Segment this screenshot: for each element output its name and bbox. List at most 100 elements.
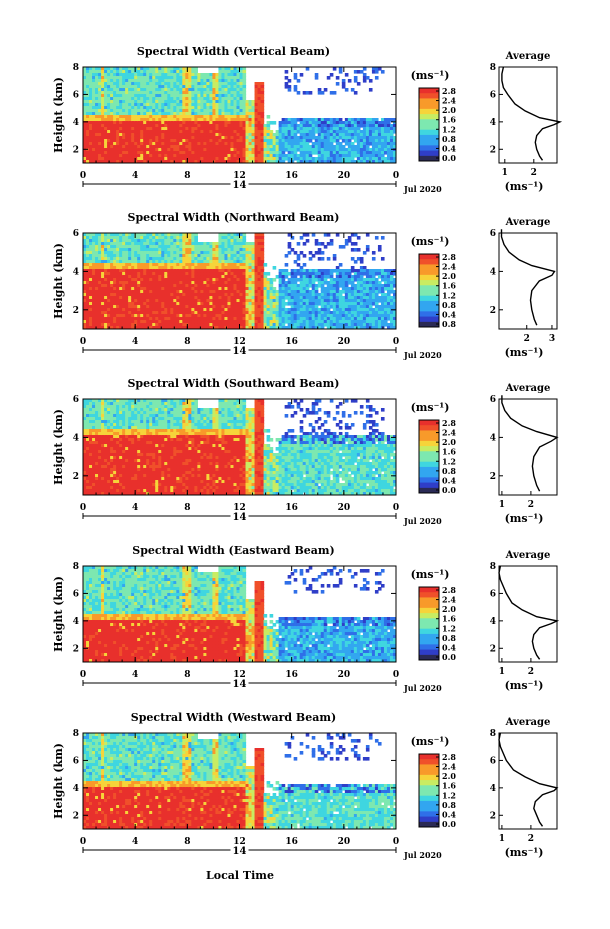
heatmap-cell (323, 305, 328, 309)
heatmap-cell (305, 323, 310, 327)
heatmap-cell (287, 323, 292, 327)
heatmap-cell (266, 287, 271, 291)
heatmap-cell (371, 127, 376, 131)
heatmap-cell (86, 299, 90, 303)
heatmap-cell (122, 124, 126, 128)
heatmap-cell (380, 154, 385, 158)
heatmap-cell (92, 88, 96, 92)
heatmap-cell (107, 281, 111, 285)
heatmap-cell (176, 287, 180, 291)
heatmap-cell (281, 293, 286, 297)
heatmap-cell (299, 269, 304, 273)
heatmap-cell (260, 85, 265, 89)
heatmap-cell (263, 145, 268, 149)
heatmap-cell (92, 323, 96, 327)
heatmap-cell (257, 302, 262, 306)
heatmap-cell (95, 88, 99, 92)
heatmap-cell (239, 299, 244, 303)
heatmap-cell (134, 139, 138, 143)
heatmap-cell (98, 248, 102, 252)
heatmap-cell (209, 127, 214, 131)
heatmap-cell (101, 281, 105, 285)
heatmap-cell (338, 160, 343, 163)
heatmap-cell (245, 311, 250, 315)
heatmap-cell (113, 115, 117, 119)
heatmap-cell (326, 299, 331, 303)
heatmap-cell (254, 257, 259, 261)
heatmap-cell (176, 257, 180, 261)
heatmap-cell (284, 118, 289, 122)
heatmap-cell (239, 76, 244, 80)
heatmap-cell (266, 151, 271, 155)
heatmap-cell (173, 314, 177, 318)
heatmap-cell (338, 124, 343, 128)
heatmap-cell (95, 151, 99, 155)
heatmap-cell (257, 266, 262, 270)
heatmap-cell (371, 121, 376, 125)
heatmap-cell (233, 88, 238, 92)
heatmap-cell (182, 82, 186, 86)
heatmap-cell (278, 157, 283, 161)
heatmap-cell (170, 160, 174, 163)
heatmap-cell (167, 127, 171, 131)
heatmap-cell (194, 266, 198, 270)
heatmap-cell (329, 136, 334, 140)
heatmap-cell (203, 284, 207, 288)
heatmap-cell (95, 323, 99, 327)
heatmap-cell (83, 284, 87, 288)
heatmap-cell (242, 323, 247, 327)
heatmap-cell (134, 76, 138, 80)
heatmap-cell (122, 320, 126, 324)
heatmap-cell (197, 275, 201, 279)
heatmap-cell (233, 272, 238, 276)
heatmap-cell (131, 124, 135, 128)
heatmap-cell (158, 88, 162, 92)
heatmap-cell (215, 97, 220, 101)
heatmap-cell (194, 311, 198, 315)
heatmap-cell (107, 257, 111, 261)
heatmap-cell (242, 320, 247, 324)
heatmap-cell (218, 148, 223, 152)
heatmap-cell (104, 145, 108, 149)
heatmap-cell (122, 112, 126, 116)
heatmap-cell (287, 154, 292, 158)
heatmap-cell (104, 260, 108, 264)
heatmap-cell (212, 91, 217, 95)
heatmap-cell (146, 67, 150, 71)
heatmap-cell (164, 115, 168, 119)
heatmap-cell (287, 121, 292, 125)
heatmap-cell (215, 85, 220, 89)
heatmap-cell (275, 160, 280, 163)
heatmap-cell (266, 142, 271, 146)
heatmap-cell (257, 127, 262, 131)
heatmap-cell (164, 281, 168, 285)
heatmap-cell (173, 317, 177, 321)
heatmap-cell (347, 133, 352, 137)
heatmap-cell (218, 157, 223, 161)
heatmap-cell (323, 145, 328, 149)
heatmap-cell (176, 103, 180, 107)
heatmap-cell (152, 151, 156, 155)
heatmap-cell (251, 254, 256, 258)
heatmap-cell (146, 263, 150, 267)
heatmap-cell (98, 242, 102, 246)
heatmap-cell (362, 148, 367, 152)
heatmap-cell (329, 154, 334, 158)
heatmap-cell (335, 136, 340, 140)
heatmap-cell (89, 251, 93, 255)
heatmap-cell (377, 160, 382, 163)
heatmap-cell (296, 278, 301, 282)
heatmap-cell (320, 287, 325, 291)
heatmap-cell (275, 299, 280, 303)
heatmap-cell (137, 112, 141, 116)
heatmap-cell (191, 308, 195, 312)
heatmap-cell (122, 136, 126, 140)
heatmap-cell (140, 290, 144, 294)
heatmap-cell (386, 127, 391, 131)
heatmap-cell (356, 157, 361, 161)
heatmap-cell (98, 133, 102, 137)
heatmap-cell (254, 145, 259, 149)
heatmap-cell (248, 317, 253, 321)
heatmap-cell (125, 254, 129, 258)
heatmap-cell (149, 263, 153, 267)
